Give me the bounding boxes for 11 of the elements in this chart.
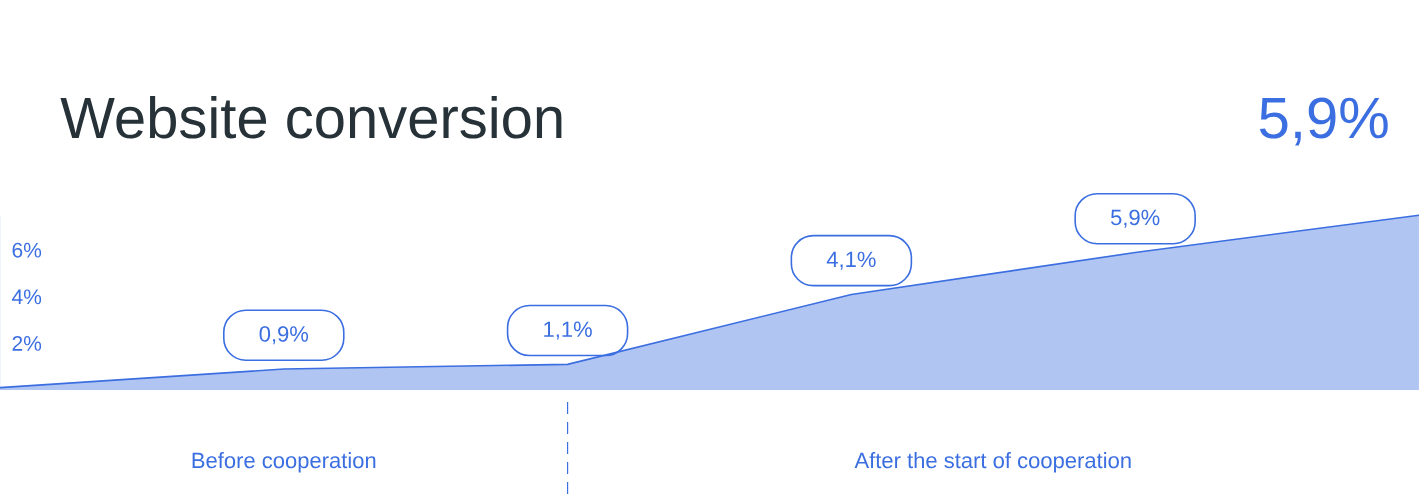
- y-tick-label: 6%: [12, 242, 42, 258]
- data-label: 1,1%: [544, 321, 592, 340]
- chart-title: Website conversion: [60, 95, 562, 139]
- data-label: 0,9%: [259, 326, 309, 345]
- y-tick-label: 4%: [12, 289, 42, 305]
- text: Before cooperation: [192, 452, 376, 473]
- text: 5,9%: [1259, 97, 1388, 146]
- text: After the start of cooperation: [854, 452, 1131, 473]
- y-tick-label: 2%: [12, 336, 42, 351]
- data-label: 4,1%: [826, 251, 876, 270]
- data-label: 5,9%: [1110, 209, 1160, 228]
